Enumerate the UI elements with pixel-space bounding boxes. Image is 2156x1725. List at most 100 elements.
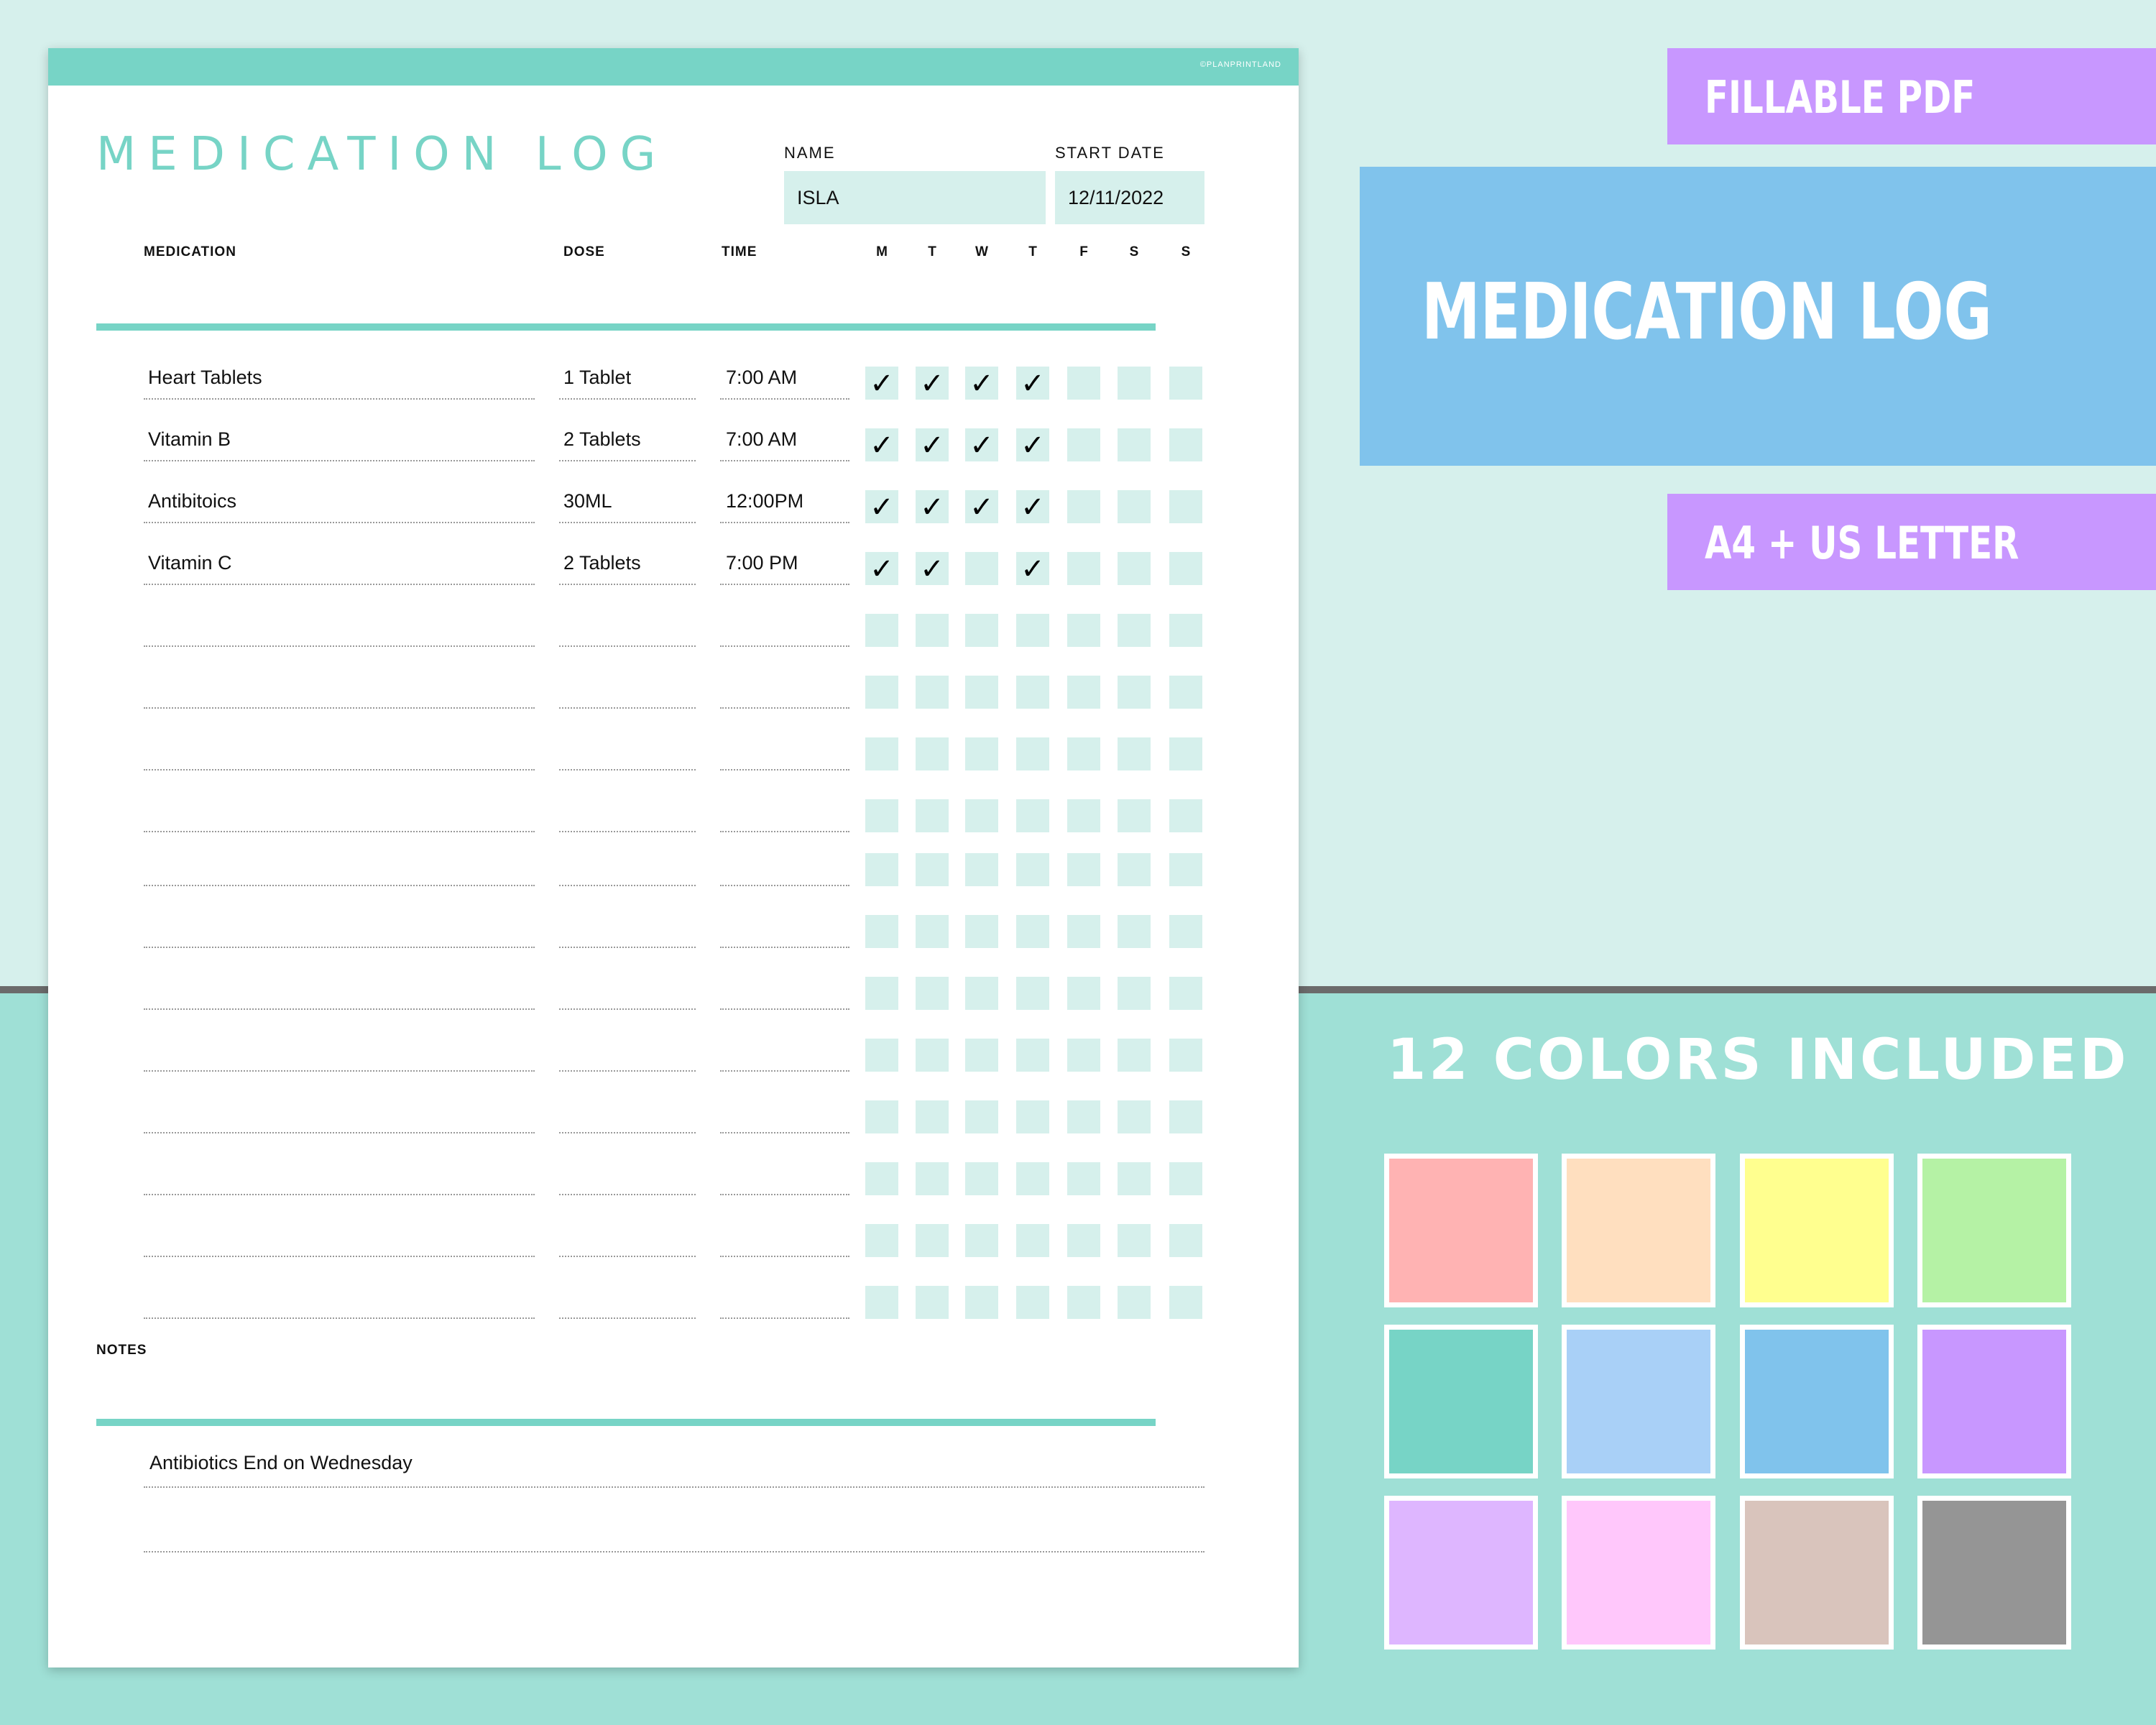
empty-checkbox[interactable] bbox=[865, 1286, 898, 1319]
empty-checkbox[interactable] bbox=[1118, 853, 1151, 886]
dose-cell[interactable]: 2 Tablets bbox=[563, 552, 641, 574]
empty-checkbox[interactable] bbox=[1067, 614, 1100, 647]
empty-checkbox[interactable] bbox=[865, 853, 898, 886]
empty-checkbox[interactable] bbox=[1067, 1224, 1100, 1257]
notes-line-text[interactable]: Antibiotics End on Wednesday bbox=[149, 1452, 413, 1473]
dose-cell[interactable]: 1 Tablet bbox=[563, 367, 632, 388]
empty-checkbox[interactable] bbox=[965, 676, 998, 709]
empty-checkbox[interactable] bbox=[865, 977, 898, 1010]
empty-checkbox[interactable] bbox=[916, 737, 949, 770]
empty-checkbox[interactable] bbox=[1169, 737, 1202, 770]
empty-checkbox[interactable] bbox=[1169, 367, 1202, 400]
empty-checkbox[interactable] bbox=[1118, 428, 1151, 461]
empty-checkbox[interactable] bbox=[865, 1162, 898, 1195]
checked-checkbox[interactable]: ✓ bbox=[916, 367, 949, 400]
empty-checkbox[interactable] bbox=[965, 552, 998, 585]
checked-checkbox[interactable]: ✓ bbox=[916, 552, 949, 586]
empty-checkbox[interactable] bbox=[916, 614, 949, 647]
empty-checkbox[interactable] bbox=[1016, 1224, 1049, 1257]
checked-checkbox[interactable]: ✓ bbox=[865, 367, 898, 400]
empty-checkbox[interactable] bbox=[1016, 614, 1049, 647]
empty-checkbox[interactable] bbox=[916, 853, 949, 886]
empty-checkbox[interactable] bbox=[1067, 676, 1100, 709]
empty-checkbox[interactable] bbox=[965, 1286, 998, 1319]
empty-checkbox[interactable] bbox=[865, 1100, 898, 1133]
empty-checkbox[interactable] bbox=[916, 915, 949, 948]
empty-checkbox[interactable] bbox=[865, 799, 898, 832]
empty-checkbox[interactable] bbox=[916, 1224, 949, 1257]
empty-checkbox[interactable] bbox=[1016, 1162, 1049, 1195]
empty-checkbox[interactable] bbox=[965, 799, 998, 832]
empty-checkbox[interactable] bbox=[1169, 490, 1202, 523]
checked-checkbox[interactable]: ✓ bbox=[1016, 490, 1049, 524]
empty-checkbox[interactable] bbox=[916, 1286, 949, 1319]
medication-cell[interactable]: Vitamin B bbox=[148, 428, 231, 450]
empty-checkbox[interactable] bbox=[1067, 490, 1100, 523]
empty-checkbox[interactable] bbox=[1067, 367, 1100, 400]
empty-checkbox[interactable] bbox=[1067, 799, 1100, 832]
time-cell[interactable]: 12:00PM bbox=[726, 490, 804, 512]
empty-checkbox[interactable] bbox=[1118, 1100, 1151, 1133]
empty-checkbox[interactable] bbox=[965, 614, 998, 647]
empty-checkbox[interactable] bbox=[1118, 552, 1151, 585]
empty-checkbox[interactable] bbox=[1118, 614, 1151, 647]
empty-checkbox[interactable] bbox=[965, 1224, 998, 1257]
empty-checkbox[interactable] bbox=[1169, 1286, 1202, 1319]
empty-checkbox[interactable] bbox=[1169, 676, 1202, 709]
checked-checkbox[interactable]: ✓ bbox=[965, 428, 998, 462]
empty-checkbox[interactable] bbox=[1067, 1039, 1100, 1072]
empty-checkbox[interactable] bbox=[1067, 1100, 1100, 1133]
medication-cell[interactable]: Heart Tablets bbox=[148, 367, 262, 388]
empty-checkbox[interactable] bbox=[1118, 737, 1151, 770]
empty-checkbox[interactable] bbox=[965, 915, 998, 948]
start-date-field[interactable]: 12/11/2022 bbox=[1055, 171, 1204, 224]
empty-checkbox[interactable] bbox=[1118, 1286, 1151, 1319]
empty-checkbox[interactable] bbox=[1169, 1039, 1202, 1072]
empty-checkbox[interactable] bbox=[965, 1039, 998, 1072]
empty-checkbox[interactable] bbox=[965, 853, 998, 886]
empty-checkbox[interactable] bbox=[916, 676, 949, 709]
empty-checkbox[interactable] bbox=[1118, 1039, 1151, 1072]
empty-checkbox[interactable] bbox=[1169, 799, 1202, 832]
empty-checkbox[interactable] bbox=[1169, 552, 1202, 585]
empty-checkbox[interactable] bbox=[1016, 1100, 1049, 1133]
empty-checkbox[interactable] bbox=[1067, 915, 1100, 948]
empty-checkbox[interactable] bbox=[1169, 853, 1202, 886]
empty-checkbox[interactable] bbox=[1169, 428, 1202, 461]
empty-checkbox[interactable] bbox=[1016, 676, 1049, 709]
checked-checkbox[interactable]: ✓ bbox=[865, 552, 898, 586]
checked-checkbox[interactable]: ✓ bbox=[965, 490, 998, 524]
empty-checkbox[interactable] bbox=[865, 676, 898, 709]
empty-checkbox[interactable] bbox=[1118, 676, 1151, 709]
empty-checkbox[interactable] bbox=[865, 1039, 898, 1072]
checked-checkbox[interactable]: ✓ bbox=[1016, 428, 1049, 462]
time-cell[interactable]: 7:00 PM bbox=[726, 552, 798, 574]
empty-checkbox[interactable] bbox=[965, 1100, 998, 1133]
empty-checkbox[interactable] bbox=[1169, 915, 1202, 948]
empty-checkbox[interactable] bbox=[916, 1162, 949, 1195]
empty-checkbox[interactable] bbox=[965, 977, 998, 1010]
medication-cell[interactable]: Antibitoics bbox=[148, 490, 237, 512]
empty-checkbox[interactable] bbox=[1067, 853, 1100, 886]
checked-checkbox[interactable]: ✓ bbox=[865, 490, 898, 524]
checked-checkbox[interactable]: ✓ bbox=[916, 490, 949, 524]
checked-checkbox[interactable]: ✓ bbox=[1016, 552, 1049, 586]
empty-checkbox[interactable] bbox=[1067, 428, 1100, 461]
empty-checkbox[interactable] bbox=[1016, 853, 1049, 886]
empty-checkbox[interactable] bbox=[916, 977, 949, 1010]
empty-checkbox[interactable] bbox=[1067, 552, 1100, 585]
empty-checkbox[interactable] bbox=[1169, 977, 1202, 1010]
checked-checkbox[interactable]: ✓ bbox=[916, 428, 949, 462]
empty-checkbox[interactable] bbox=[1118, 367, 1151, 400]
name-field[interactable]: ISLA bbox=[784, 171, 1046, 224]
empty-checkbox[interactable] bbox=[1118, 915, 1151, 948]
empty-checkbox[interactable] bbox=[1118, 799, 1151, 832]
empty-checkbox[interactable] bbox=[1016, 737, 1049, 770]
empty-checkbox[interactable] bbox=[916, 1039, 949, 1072]
empty-checkbox[interactable] bbox=[1016, 1039, 1049, 1072]
empty-checkbox[interactable] bbox=[865, 1224, 898, 1257]
empty-checkbox[interactable] bbox=[1067, 1286, 1100, 1319]
empty-checkbox[interactable] bbox=[1016, 977, 1049, 1010]
dose-cell[interactable]: 30ML bbox=[563, 490, 612, 512]
time-cell[interactable]: 7:00 AM bbox=[726, 428, 798, 450]
